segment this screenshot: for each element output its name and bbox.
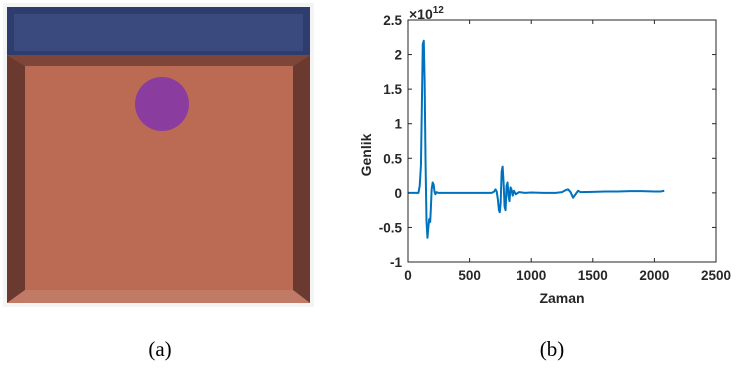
- y-tick-label: 1.5: [383, 82, 402, 97]
- y-tick-label: 0: [394, 186, 402, 201]
- y-tick-label: -1: [390, 255, 402, 270]
- x-tick-labels: 0 500 1000 1500 2000 2500: [404, 268, 731, 283]
- y-tick-label: 1: [394, 117, 402, 132]
- exponent-power: 12: [433, 5, 445, 16]
- top-bevel: [7, 55, 310, 66]
- left-bevel: [7, 55, 25, 303]
- x-tick-label: 500: [458, 268, 481, 283]
- x-tick-label: 2500: [701, 268, 731, 283]
- y-tick-label: 2: [394, 48, 402, 63]
- x-tick-label: 1000: [516, 268, 546, 283]
- x-tick-label: 1500: [578, 268, 608, 283]
- y-tick-marks: [407, 19, 717, 263]
- panel-a-caption: (a): [148, 337, 171, 361]
- top-region-inner: [14, 14, 303, 51]
- x-tick-label: 0: [404, 268, 412, 283]
- y-tick-label: 0.5: [383, 151, 402, 166]
- y-exponent-label: ×1012: [409, 5, 444, 22]
- exponent-base: ×10: [409, 6, 433, 22]
- y-tick-labels: -1 -0.5 0 0.5 1 1.5 2 2.5: [379, 13, 403, 270]
- x-tick-label: 2000: [639, 268, 669, 283]
- panel-b-caption: (b): [540, 337, 565, 361]
- y-tick-label: 2.5: [383, 13, 402, 28]
- x-axis-label: Zaman: [539, 290, 584, 306]
- plot-box: [407, 19, 717, 263]
- y-tick-label: -0.5: [379, 220, 403, 235]
- bottom-bevel: [7, 290, 310, 303]
- y-axis-label: Genlik: [358, 133, 374, 176]
- buried-object-circle: [135, 77, 189, 131]
- panel-b: -1-0.500.511.522.5 0 500 1000 1500 2000 2500 …: [358, 5, 731, 361]
- series-line: [408, 39, 665, 239]
- panel-a: (a): [3, 3, 314, 361]
- right-bevel: [293, 55, 310, 303]
